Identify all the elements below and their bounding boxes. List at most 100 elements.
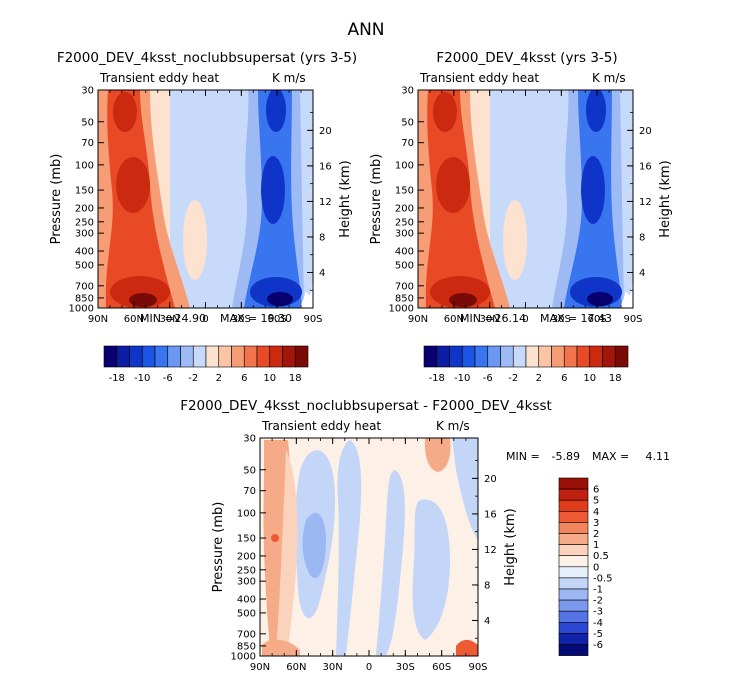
panel-3-pos-blob-b [276,450,298,650]
panel-3-xtick-label: 60S [432,662,451,673]
colorbar-3-label: -6 [593,640,603,651]
panel-2-ytick-right-label: 20 [639,126,652,137]
panel-3-ytick-label: 500 [237,608,256,619]
panel-2-ytick-label: 850 [395,293,414,304]
panel-2-ytick-label: 500 [395,260,414,271]
panel-3-ytick-label: 400 [237,595,256,606]
panel-1-xtick-label: 90N [88,314,108,325]
panel-2-plot-area [418,90,633,308]
colorbar-2-swatch [551,345,565,368]
colorbar-3-swatch [558,522,589,534]
panel-3-ytick-label: 700 [237,629,256,640]
colorbar-1-label: 18 [289,373,302,384]
panel-2-ytick-label: 400 [395,247,414,258]
colorbar-2-swatch [461,345,476,368]
colorbar-2-swatch [602,345,616,368]
panel-2-title: F2000_DEV_4ksst (yrs 3-5) [436,50,617,66]
panel-2-nh-core-max [449,293,477,307]
colorbar-1-swatch [116,345,130,368]
colorbar-2-swatch [500,345,514,368]
panel-2-ylabel: Pressure (mb) [369,154,384,245]
panel-1-max-label: MAX = [220,312,257,325]
colorbar-2-label: 18 [609,373,622,384]
panel-1-min-value: -24.90 [171,312,206,325]
colorbar-1-swatch [269,345,283,368]
panel-3-xtick-label: 90N [250,662,270,673]
panel-2-ylabel-right: Height (km) [658,160,673,237]
colorbar-2-swatch [589,345,603,368]
panel-2-sh-core-upper [581,156,605,224]
panel-1-plot-area [98,90,313,308]
panel-2-ytick-right-label: 4 [639,268,645,279]
panel-3-pos-blob-c [424,438,451,472]
panel-2-xtick-label: 60N [444,314,464,325]
colorbar-2-swatch [563,345,578,368]
colorbar-3-swatch [558,555,589,568]
colorbar-1-swatch [141,345,156,368]
colorbar-3-label: 1 [593,540,599,551]
panel-1-nh-core-max [129,293,157,307]
panel-1-sh-core-max [267,292,293,306]
colorbar-1-label: 2 [216,373,222,384]
panel-1-right-label: K m/s [272,71,306,85]
panel-3-right-label: K m/s [436,419,470,433]
panel-1-ytick-right-label: 16 [319,161,332,172]
panel-1-max-value: 19.30 [261,312,293,325]
panel-2-ytick-right-label: 12 [639,197,652,208]
colorbar-1-swatch [205,345,220,368]
panel-3-ytick-label: 30 [243,434,256,445]
colorbar-3-swatch [558,544,589,556]
panel-3-ytick-label: 250 [237,565,256,576]
panel-3-xtick-label: 60N [286,662,306,673]
panel-3-ytick-right-label: 12 [484,545,497,556]
colorbar-3-swatch [558,588,589,601]
panel-3-neg-blob-e [412,499,450,640]
panel-3-neg-blob-b [302,512,326,579]
panel-1-xtick-label: 0 [202,314,208,325]
colorbar-3-swatch [558,633,589,645]
panel-3-pos-surface-nh [262,639,300,656]
colorbar-3-swatch [558,499,589,512]
colorbar-3-swatch [558,577,589,590]
panel-2-ytick-right-label: 8 [639,232,645,243]
panel-1-nh-core-upper [116,157,150,213]
panel-2-ytick-label: 250 [395,217,414,228]
panel-2-ytick-label: 1000 [389,304,414,315]
panel-1-ytick-right-label: 8 [319,232,325,243]
colorbar-2-label: -2 [508,373,518,384]
colorbar-2-label: 2 [536,373,542,384]
panel-1-tropic-pos [183,200,207,280]
colorbar-1-label: 6 [241,373,247,384]
panel-1-ytick-label: 30 [81,86,94,97]
panel-1-ytick-label: 100 [75,160,94,171]
colorbar-3-swatch [558,488,589,501]
panel-1-ytick-label: 1000 [69,304,94,315]
panel-3-xtick-label: 0 [366,662,372,673]
colorbar-1-swatch [154,345,169,368]
panel-3-ytick-label: 100 [237,508,256,519]
panel-3-neg-blob-d [376,470,405,655]
panel-1-xtick-label: 90S [303,314,322,325]
panel-1-ylabel-right: Height (km) [338,160,353,237]
panel-2-ytick-label: 70 [401,138,414,149]
panel-2: F2000_DEV_4ksst (yrs 3-5) Transient eddy… [369,50,673,325]
panel-2-min-value: -26.14 [491,312,526,325]
colorbar-1-swatch [218,345,232,368]
panel-1-ytick-label: 250 [75,217,94,228]
panel-2-xtick-label: 0 [522,314,528,325]
colorbar-3-label: 0.5 [593,551,609,562]
colorbar-2-swatch [576,345,591,368]
panel-1-ytick-label: 300 [75,229,94,240]
colorbar-1-swatch [231,345,245,368]
colorbar-3-label: 4 [593,507,599,518]
colorbar-3-label: -1 [593,585,603,596]
panel-2-sh-core-max [587,292,613,306]
panel-2-left-label: Transient eddy heat [419,71,539,85]
colorbar-3-swatch [558,533,589,545]
panel-1-ytick-label: 700 [75,281,94,292]
panel-2-xtick-label: 90N [408,314,428,325]
panel-1-min-label: MIN = [140,312,174,325]
panel-3-neg-blob-c [336,440,362,655]
panel-1-ytick-label: 850 [75,293,94,304]
panel-1-ytick-label: 400 [75,247,94,258]
